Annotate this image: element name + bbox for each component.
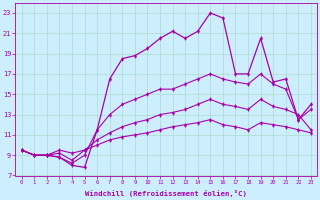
X-axis label: Windchill (Refroidissement éolien,°C): Windchill (Refroidissement éolien,°C)	[85, 190, 247, 197]
